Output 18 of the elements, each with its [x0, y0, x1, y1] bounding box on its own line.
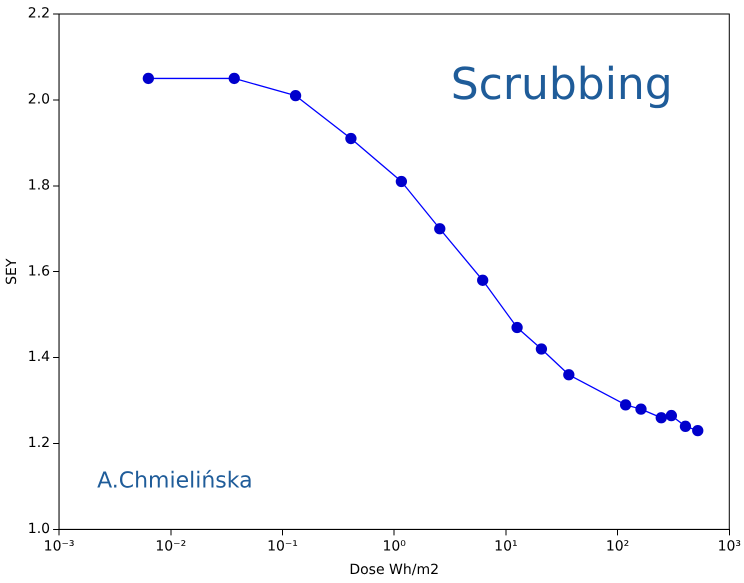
- annotation: A.Chmielińska: [97, 468, 253, 494]
- annotation: Scrubbing: [450, 59, 673, 110]
- y-tick-label: 1.8: [28, 177, 50, 194]
- y-tick-label: 1.2: [28, 435, 50, 452]
- x-tick-label: 10⁻¹: [267, 538, 298, 554]
- x-axis-title: Dose Wh/m2: [349, 562, 440, 578]
- y-tick-label: 1.4: [28, 349, 50, 366]
- y-axis-title: SEY: [4, 258, 20, 285]
- y-tick-label: 1.0: [28, 521, 50, 538]
- y-tick-label: 2.2: [28, 6, 50, 22]
- x-tick-label: 10⁻³: [44, 538, 74, 554]
- x-tick-label: 10⁰: [382, 538, 406, 554]
- x-tick-label: 10¹: [494, 538, 518, 554]
- x-tick-label: 10²: [606, 538, 630, 554]
- y-tick-label: 1.6: [28, 263, 50, 280]
- x-tick-label: 10⁻²: [155, 538, 186, 554]
- x-tick-label: 10³: [718, 538, 742, 554]
- y-tick-label: 2.0: [28, 92, 50, 108]
